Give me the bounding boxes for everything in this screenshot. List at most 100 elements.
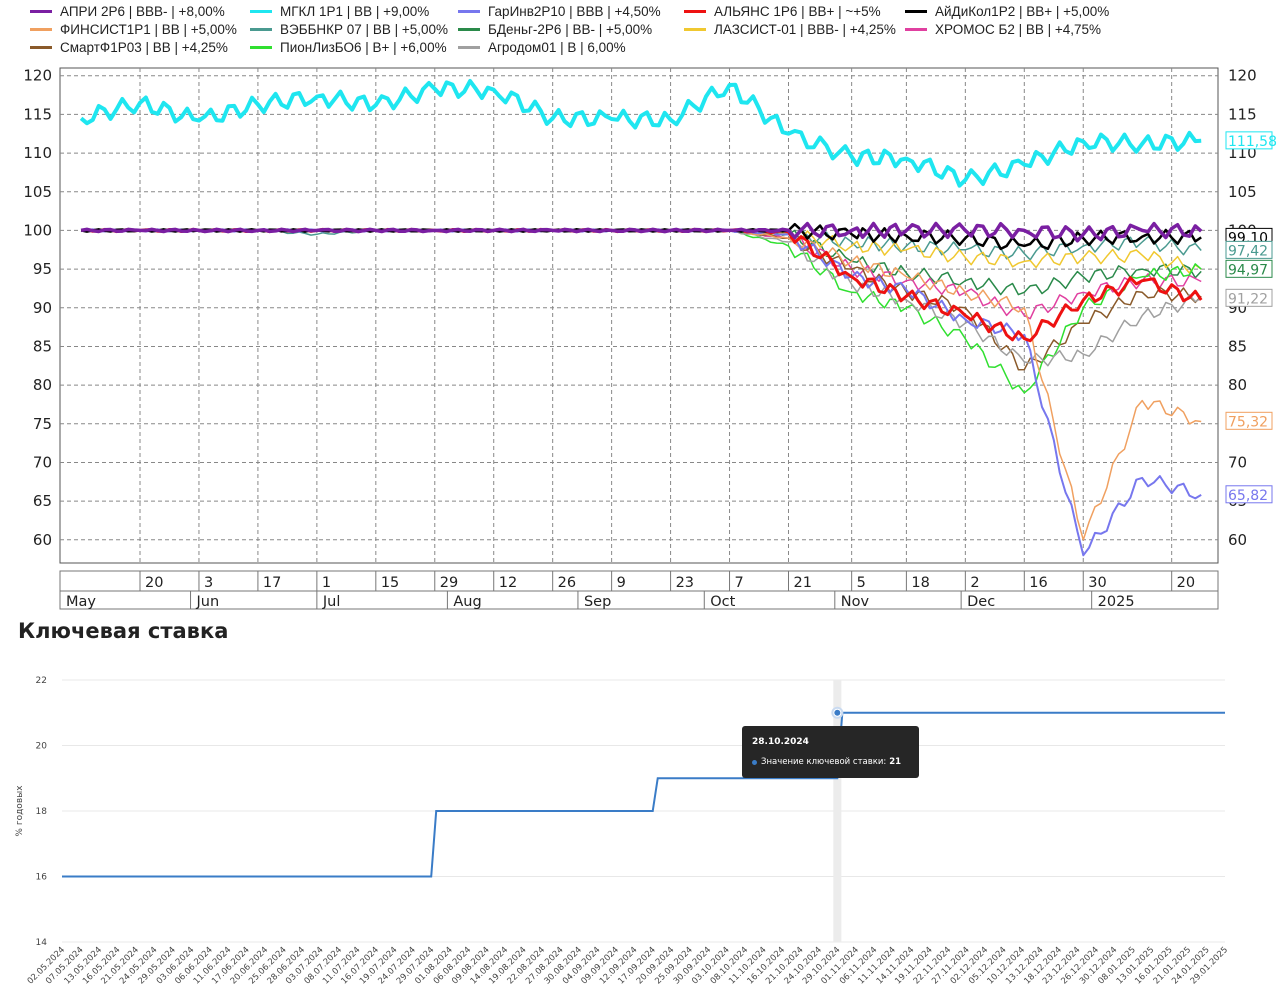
series-line (80, 221, 1203, 243)
legend-swatch (30, 27, 52, 31)
x-day-label: 17 (263, 575, 281, 591)
x-month-label: Jun (196, 594, 220, 610)
last-value-label: 111,58 (1228, 134, 1277, 150)
last-value-label: 91,22 (1228, 291, 1268, 307)
legend-label: ПионЛизБО6 | B+ | +6,00% (280, 39, 447, 55)
legend-item: АЛЬЯНС 1Р6 | BB+ | ~+5% (684, 2, 881, 20)
hover-point[interactable] (833, 708, 842, 717)
x-day-label: 21 (793, 575, 811, 591)
y-tick-label-right: 60 (1228, 531, 1247, 549)
last-value-label: 94,97 (1228, 262, 1268, 278)
x-axis-months (59, 590, 1219, 610)
legend-swatch (905, 27, 927, 31)
legend-label: Агродом01 | B | 6,00% (488, 39, 626, 55)
tooltip-label: Значение ключевой ставки: (761, 757, 887, 767)
legend-label: АЛЬЯНС 1Р6 | BB+ | ~+5% (714, 3, 881, 19)
x-month-label: May (66, 594, 96, 610)
legend-label: ЛАЗСИСТ-01 | BBB- | +4,25% (714, 21, 896, 37)
x-day-label: 18 (911, 575, 929, 591)
key-rate-tooltip: 28.10.2024 Значение ключевой ставки: 21 (742, 726, 919, 778)
y-tick-label-right: 120 (1228, 67, 1257, 85)
y-tick-label: 65 (33, 492, 52, 510)
rate-y-axis-title: % годовых (15, 785, 25, 837)
x-day-label: 23 (676, 575, 694, 591)
bond-legend: АПРИ 2Р6 | BBB- | +8,00% МГКЛ 1Р1 | BB | … (0, 2, 1280, 60)
last-value-box (1225, 131, 1273, 150)
y-tick-label-right: 105 (1228, 183, 1257, 201)
rate-y-label: 16 (36, 873, 48, 883)
y-tick-label: 90 (33, 299, 52, 317)
y-tick-label: 110 (23, 144, 52, 162)
series-line (79, 79, 1202, 188)
legend-swatch (684, 9, 706, 13)
bond-price-chart: 1201201151151101101051051001009595909085… (23, 67, 1277, 610)
x-day-label: 2 (970, 575, 979, 591)
legend-label: БДеньг-2Р6 | BB- | +5,00% (488, 21, 653, 37)
legend-swatch (905, 9, 927, 13)
last-value-box (1225, 259, 1273, 278)
legend-item: АПРИ 2Р6 | BBB- | +8,00% (30, 2, 225, 20)
x-day-label: 20 (145, 575, 163, 591)
legend-swatch (684, 27, 706, 31)
legend-swatch (458, 27, 480, 31)
y-tick-label: 95 (33, 260, 52, 278)
x-day-label: 7 (735, 575, 744, 591)
legend-label: ГарИнв2Р10 | BBB | +4,50% (488, 3, 661, 19)
x-day-label: 5 (857, 575, 866, 591)
legend-item: АйДиКол1Р2 | BB+ | +5,00% (905, 2, 1109, 20)
key-rate-title: Ключевая ставка (18, 619, 229, 643)
y-tick-label-right: 85 (1228, 337, 1247, 355)
y-tick-label: 75 (33, 415, 52, 433)
legend-swatch (250, 27, 272, 31)
y-tick-label: 105 (23, 183, 52, 201)
legend-item: БДеньг-2Р6 | BB- | +5,00% (458, 20, 652, 38)
legend-item: ПионЛизБО6 | B+ | +6,00% (250, 38, 447, 56)
last-value-label: 75,32 (1228, 414, 1268, 430)
legend-label: МГКЛ 1Р1 | BB | +9,00% (280, 3, 430, 19)
x-day-label: 30 (1088, 575, 1106, 591)
legend-label: ХРОМОС Б2 | BB | +4,75% (935, 21, 1102, 37)
bond-chart-panel: АПРИ 2Р6 | BBB- | +8,00% МГКЛ 1Р1 | BB | … (0, 2, 1280, 610)
x-month-label: 2025 (1098, 594, 1135, 610)
x-month-label: Aug (453, 594, 481, 610)
legend-item: ВЭББНКР 07 | BB | +5,00% (250, 20, 448, 38)
tooltip-row: Значение ключевой ставки: 21 (752, 757, 901, 767)
tooltip-date: 28.10.2024 (752, 737, 809, 747)
y-tick-label-right: 80 (1228, 376, 1247, 394)
y-tick-label-right: 70 (1228, 453, 1247, 471)
x-month-label: Jul (322, 594, 341, 610)
x-month-label: Dec (967, 594, 995, 610)
y-tick-label-right: 115 (1228, 105, 1257, 123)
last-value-box (1225, 288, 1273, 307)
last-value-label: 97,42 (1228, 243, 1268, 259)
x-day-label: 1 (322, 575, 331, 591)
legend-item: ЛАЗСИСТ-01 | BBB- | +4,25% (684, 20, 896, 38)
rate-y-label: 14 (36, 938, 48, 948)
last-value-label: 65,82 (1228, 488, 1268, 504)
legend-item: ГарИнв2Р10 | BBB | +4,50% (458, 2, 661, 20)
y-tick-label: 85 (33, 337, 52, 355)
y-tick-label: 80 (33, 376, 52, 394)
legend-swatch (458, 9, 480, 13)
x-day-label: 9 (617, 575, 626, 591)
legend-item: ФИНСИСТ1Р1 | BB | +5,00% (30, 20, 237, 38)
rate-line (62, 711, 1225, 878)
legend-label: СмартФ1Р03 | BB | +4,25% (60, 39, 228, 55)
plot-area (59, 67, 1219, 564)
rate-y-label: 18 (36, 807, 48, 817)
legend-item: ХРОМОС Б2 | BB | +4,75% (905, 20, 1101, 38)
legend-label: ФИНСИСТ1Р1 | BB | +5,00% (60, 21, 237, 37)
last-value-box (1225, 411, 1273, 430)
x-day-label: 16 (1029, 575, 1047, 591)
legend-swatch (250, 45, 272, 49)
legend-swatch (458, 45, 480, 49)
last-value-box (1225, 485, 1273, 504)
legend-label: ВЭББНКР 07 | BB | +5,00% (280, 21, 448, 37)
last-value-box (1225, 240, 1273, 259)
rate-y-label: 22 (36, 676, 47, 686)
x-day-label: 26 (558, 575, 576, 591)
y-tick-label: 70 (33, 453, 52, 471)
x-month-label: Oct (710, 594, 735, 610)
legend-item: СмартФ1Р03 | BB | +4,25% (30, 38, 228, 56)
x-month-label: Nov (841, 594, 870, 610)
